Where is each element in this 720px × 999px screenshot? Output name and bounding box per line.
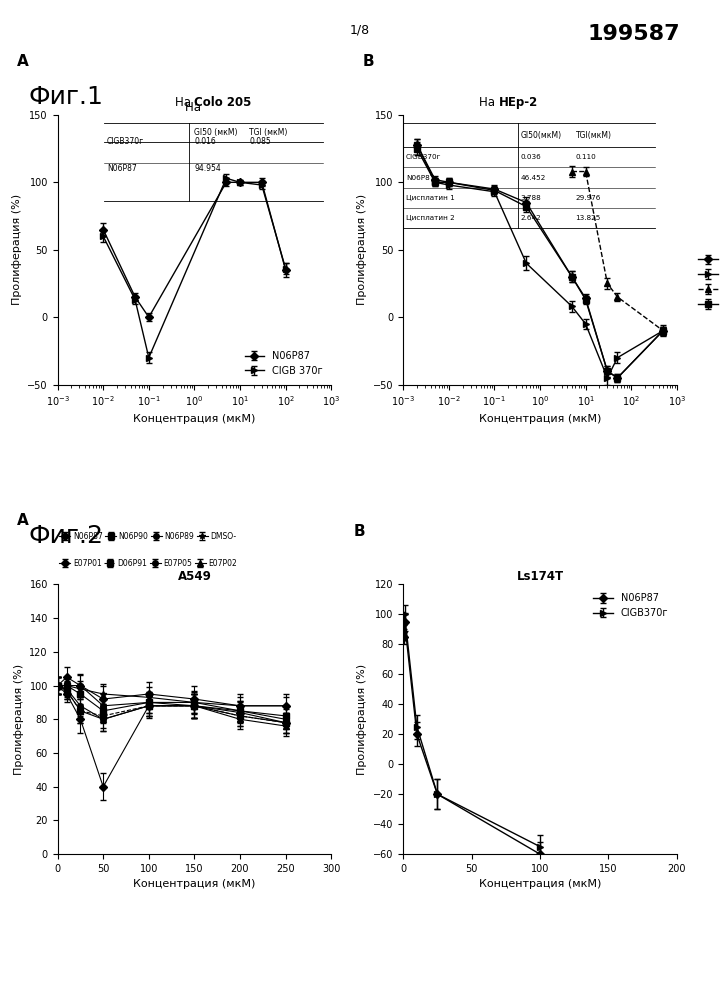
- Y-axis label: Пролиферация (%): Пролиферация (%): [14, 663, 24, 775]
- Legend: E07P01, D06P91, E07P05, E07P02: E07P01, D06P91, E07P05, E07P02: [56, 555, 240, 571]
- Text: B: B: [354, 523, 366, 538]
- Text: HEp-2: HEp-2: [499, 97, 539, 110]
- Y-axis label: Пролиферация (%): Пролиферация (%): [357, 194, 367, 306]
- Title: Ls174T: Ls174T: [516, 570, 564, 583]
- X-axis label: Концентрация (мкМ): Концентрация (мкМ): [479, 879, 601, 889]
- Text: CIGB370г: CIGB370г: [406, 155, 441, 161]
- Title: A549: A549: [177, 570, 212, 583]
- Text: 0.036: 0.036: [521, 155, 541, 161]
- Text: Цисплатин 2: Цисплатин 2: [406, 215, 455, 221]
- Text: 13.825: 13.825: [575, 215, 601, 221]
- Text: B: B: [362, 54, 374, 69]
- Text: TGI(мкМ): TGI(мкМ): [575, 131, 611, 140]
- X-axis label: Концентрация (мкМ): Концентрация (мкМ): [133, 414, 256, 424]
- Text: A: A: [17, 54, 28, 69]
- Text: N06P87: N06P87: [107, 164, 137, 173]
- Text: 199587: 199587: [588, 24, 680, 44]
- Legend: N06P87, CIGB370г: N06P87, CIGB370г: [590, 589, 672, 622]
- Text: 94.954: 94.954: [194, 164, 221, 173]
- X-axis label: Концентрация (мкМ): Концентрация (мкМ): [133, 879, 256, 889]
- Text: На: На: [175, 97, 194, 110]
- Legend: N06P87, CIGB 370г: N06P87, CIGB 370г: [240, 347, 326, 380]
- Text: 46.452: 46.452: [521, 175, 546, 181]
- X-axis label: Концентрация (мкМ): Концентрация (мкМ): [479, 414, 601, 424]
- Text: Цисплатин 1: Цисплатин 1: [406, 195, 455, 201]
- Text: 1/8: 1/8: [350, 24, 370, 37]
- Y-axis label: Пролиферация (%): Пролиферация (%): [12, 194, 22, 306]
- Text: Фиг.1: Фиг.1: [29, 85, 104, 109]
- Text: GI50 (мкМ): GI50 (мкМ): [194, 128, 238, 137]
- Text: A: A: [17, 513, 28, 528]
- Text: 3.788: 3.788: [521, 195, 541, 201]
- Text: Фиг.2: Фиг.2: [29, 524, 104, 548]
- Y-axis label: Пролиферация (%): Пролиферация (%): [357, 663, 367, 775]
- Text: 0.110: 0.110: [575, 155, 596, 161]
- Text: Colo 205: Colo 205: [194, 97, 252, 110]
- Text: TGI (мкМ): TGI (мкМ): [249, 128, 287, 137]
- Text: GI50(мкМ): GI50(мкМ): [521, 131, 562, 140]
- Title: На : На: [184, 101, 204, 114]
- Legend: N06P87, CIGB 370г, Цисплатин 1, Цисплатин 2: N06P87, CIGB 370г, Цисплатин 1, Цисплати…: [694, 251, 720, 314]
- Text: 0.016: 0.016: [194, 137, 216, 147]
- Text: 2.642: 2.642: [521, 215, 541, 221]
- Text: 0.085: 0.085: [249, 137, 271, 147]
- Text: 29.976: 29.976: [575, 195, 601, 201]
- Text: N06P87: N06P87: [406, 175, 434, 181]
- Text: CIGB370г: CIGB370г: [107, 137, 144, 147]
- Text: На: На: [480, 97, 499, 110]
